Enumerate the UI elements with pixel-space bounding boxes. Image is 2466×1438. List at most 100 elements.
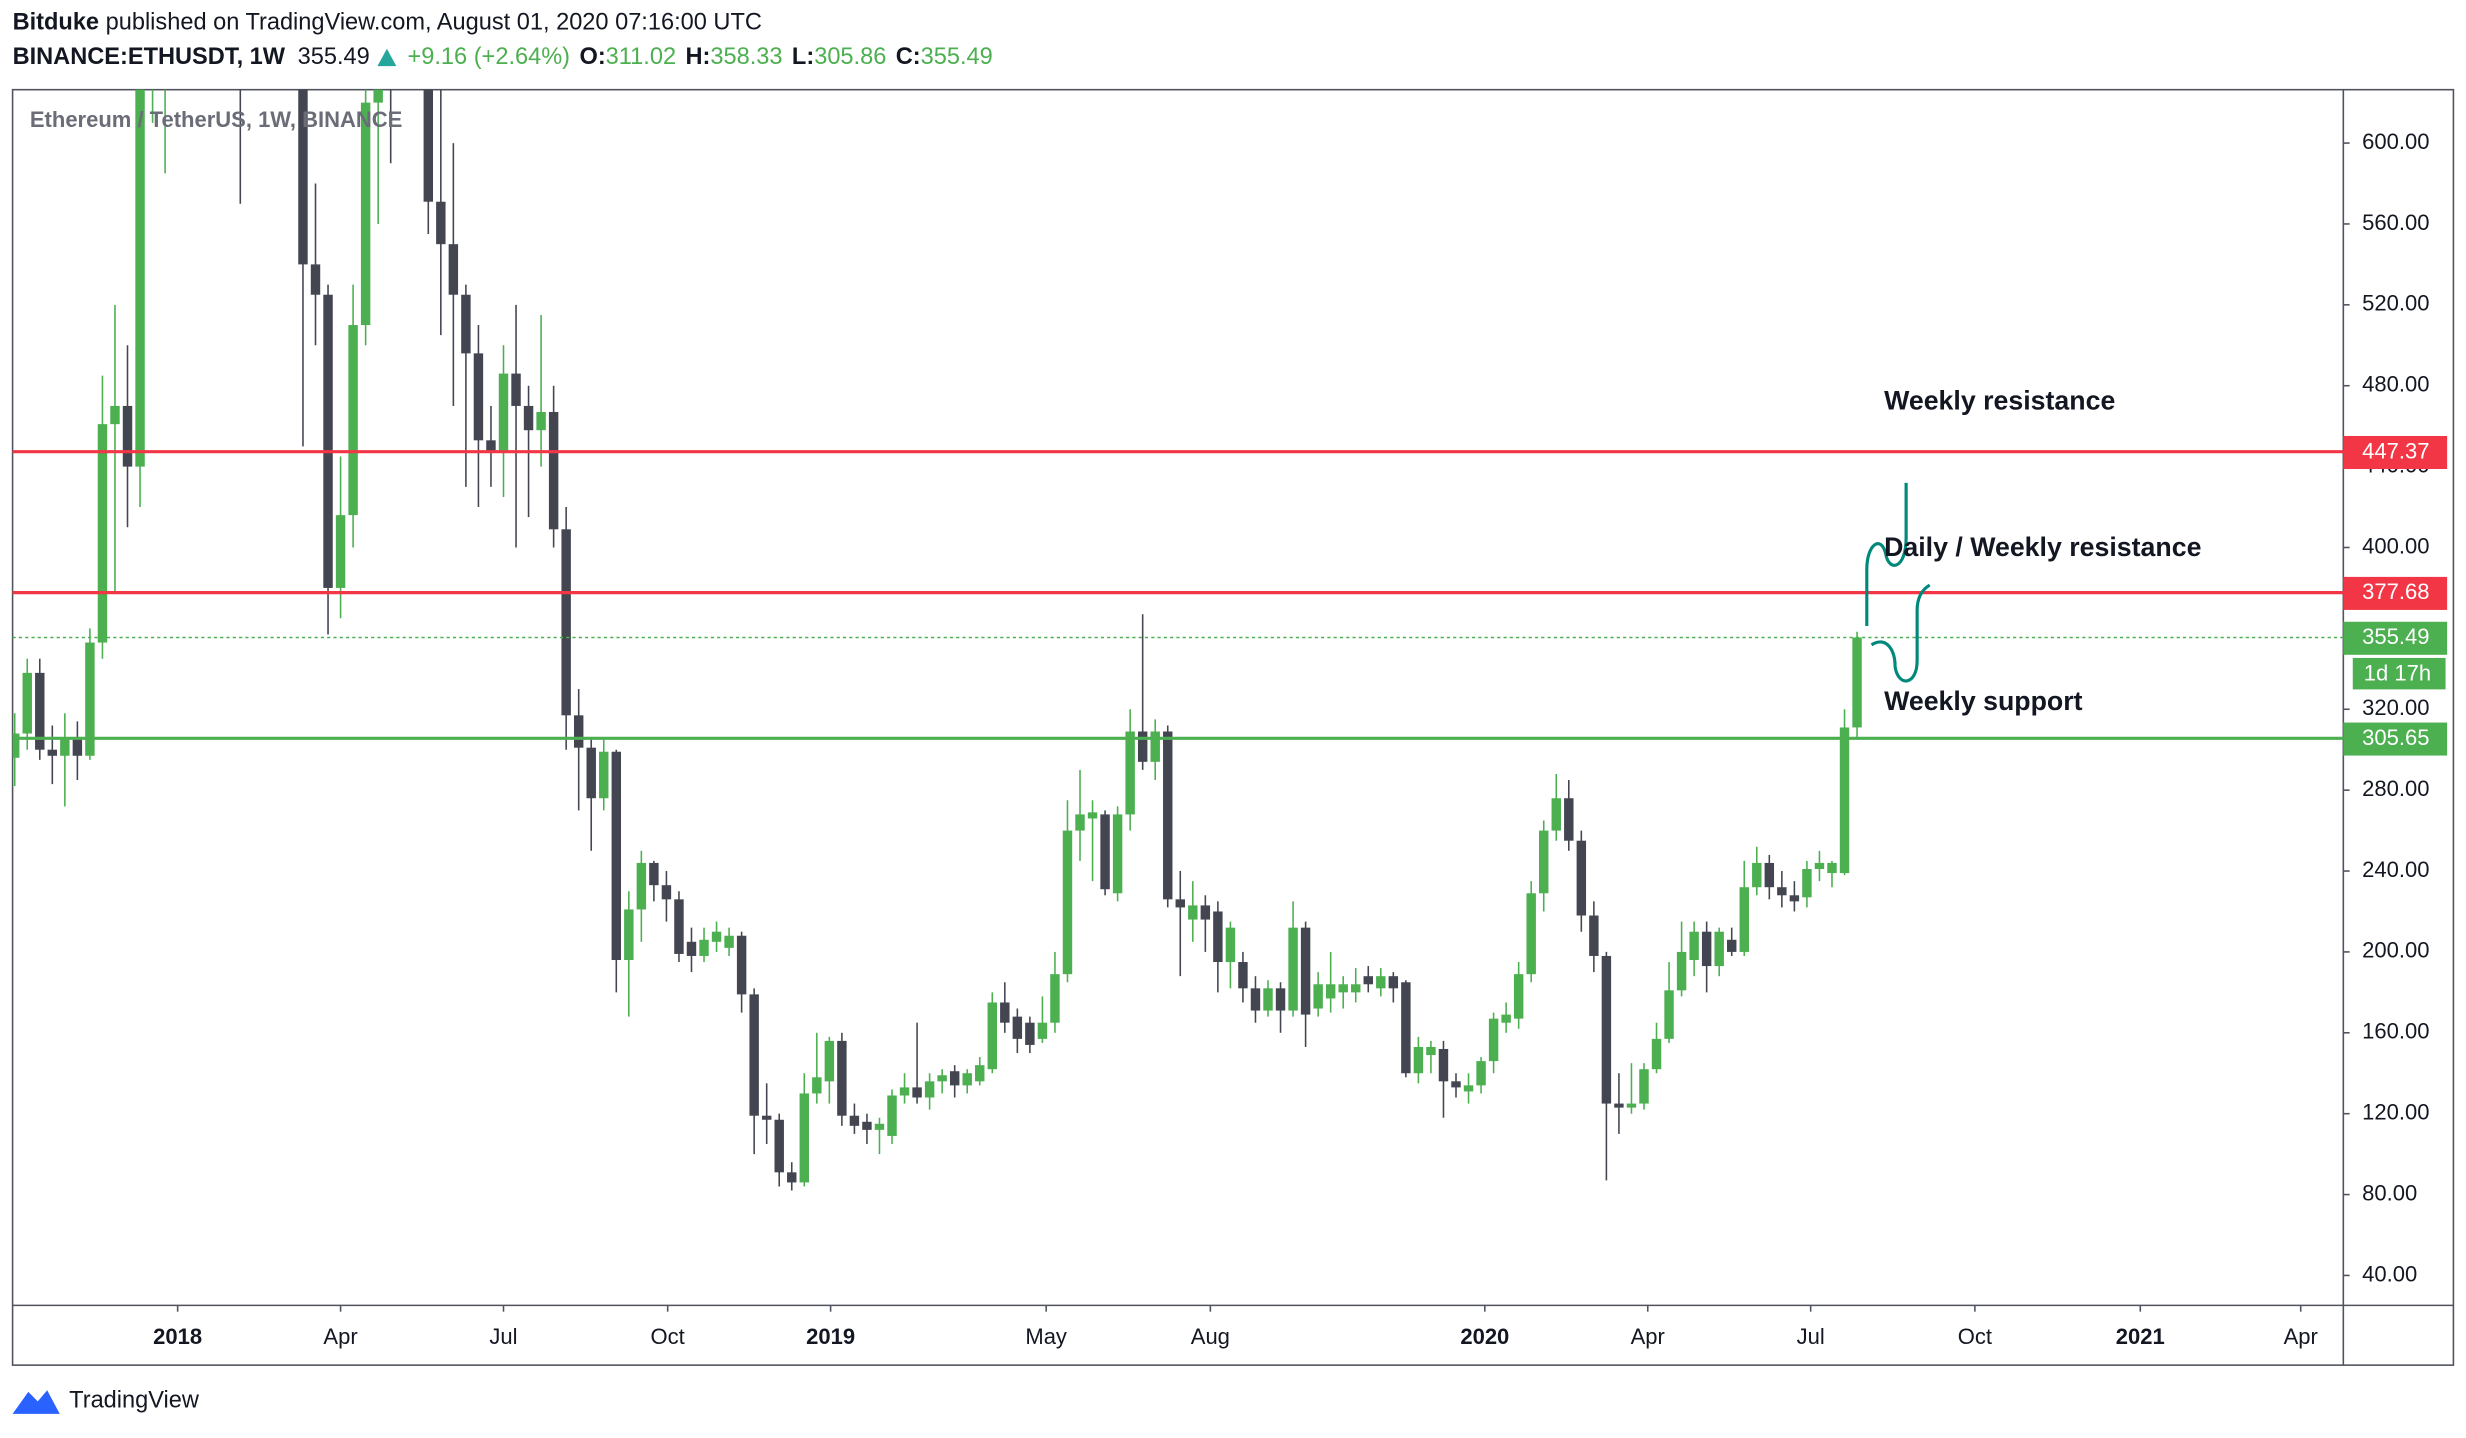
candle-body — [874, 1123, 885, 1130]
candle-body — [624, 909, 634, 961]
y-tick-label: 480.00 — [2362, 372, 2429, 397]
candle-body — [22, 672, 32, 734]
candle-body — [548, 412, 559, 530]
candle-body — [699, 939, 709, 956]
candle-body — [1338, 984, 1348, 993]
candle-body — [1501, 1014, 1511, 1023]
y-tick-label: 400.00 — [2362, 533, 2429, 558]
candle-body — [1701, 931, 1712, 967]
candle-body — [135, 89, 145, 467]
candle-body — [1739, 887, 1749, 952]
candle-body — [1576, 840, 1587, 916]
y-tick-label: 280.00 — [2362, 776, 2429, 801]
candle-body — [649, 862, 659, 886]
annotation: Weekly support — [1884, 686, 2083, 716]
candle-body — [523, 405, 534, 431]
x-tick-label: Jul — [1797, 1324, 1825, 1349]
candle-body — [573, 715, 584, 748]
level-box — [2343, 435, 2448, 470]
candle-body — [1325, 984, 1336, 999]
candle-body — [448, 244, 459, 295]
drawing-arrow — [1865, 482, 1908, 626]
close-label: C: — [896, 43, 921, 69]
last-price-label: 355.49 — [2362, 624, 2429, 649]
x-tick-label: 2019 — [806, 1324, 855, 1349]
up-arrow-icon — [377, 48, 397, 67]
legend-title: Ethereum / TetherUS, 1W, BINANCE — [30, 107, 402, 132]
x-tick-label: Apr — [1631, 1324, 1665, 1349]
candle-body — [110, 405, 120, 425]
candle-body — [12, 733, 20, 758]
candle-body — [987, 1002, 997, 1070]
x-tick-label: 2018 — [153, 1324, 202, 1349]
candle-body — [599, 751, 609, 799]
candle-body — [1137, 731, 1148, 762]
candle-body — [335, 515, 346, 588]
candle-body — [674, 899, 684, 954]
close-value: 355.49 — [921, 43, 993, 69]
footer-brand: TradingView — [69, 1387, 200, 1413]
candle-body — [949, 1071, 960, 1086]
y-tick-label: 520.00 — [2362, 291, 2429, 316]
y-tick-label: 160.00 — [2362, 1019, 2429, 1044]
candle-body — [586, 747, 596, 799]
candle-body — [812, 1077, 822, 1094]
candle-body — [1200, 905, 1211, 920]
candle-body — [862, 1121, 872, 1130]
published: published on TradingView.com, August 01,… — [106, 9, 762, 35]
candle-body — [912, 1087, 922, 1098]
candle-body — [1125, 731, 1135, 815]
x-tick-label: 2020 — [1460, 1324, 1509, 1349]
candle-body — [1802, 869, 1812, 898]
drawing-arrow — [1870, 583, 1931, 683]
candle-body — [461, 294, 471, 354]
candle-body — [1213, 911, 1223, 963]
candle-body — [1000, 1002, 1010, 1023]
low-value: 305.86 — [814, 43, 886, 69]
candle-body — [1238, 962, 1248, 989]
candle-body — [1601, 955, 1612, 1104]
candle-body — [1175, 899, 1185, 908]
y-tick-label: 600.00 — [2362, 129, 2429, 154]
level-label: 447.37 — [2362, 438, 2429, 463]
x-tick-label: Apr — [323, 1324, 357, 1349]
level-label: 305.65 — [2362, 725, 2429, 750]
candle-body — [1438, 1048, 1449, 1082]
candle-body — [1426, 1046, 1436, 1056]
candle-body — [1789, 895, 1800, 902]
candle-body — [749, 994, 759, 1116]
candle-body — [97, 424, 108, 643]
candle-body — [736, 935, 747, 995]
candle-body — [360, 102, 371, 326]
candle-body — [60, 739, 70, 756]
overlay: 40.00 80.00 120.00 160.00 200.00 240.00 280.00… — [12, 129, 2448, 1349]
candle-body — [373, 89, 383, 103]
countdown-label: 1d 17h — [2364, 660, 2431, 685]
logo — [12, 1390, 60, 1414]
candle-body — [1351, 984, 1361, 993]
x-tick-label: Apr — [2284, 1324, 2318, 1349]
x-tick-label: Aug — [1191, 1324, 1230, 1349]
candle-body — [436, 201, 446, 245]
candle-body — [561, 529, 571, 716]
candle-body — [1827, 862, 1837, 874]
candle-body — [1062, 830, 1073, 975]
candle-body — [962, 1073, 972, 1086]
x-tick-label: Oct — [651, 1324, 685, 1349]
candle-body — [975, 1065, 985, 1082]
candle-body — [85, 642, 95, 756]
candle-body — [35, 672, 45, 750]
annotation: Weekly resistance — [1884, 386, 2115, 416]
y-tick-label: 240.00 — [2362, 857, 2429, 882]
candle-body — [1564, 798, 1574, 841]
candle-body — [1626, 1103, 1637, 1108]
candle-body — [1614, 1103, 1624, 1108]
candle-body — [511, 373, 521, 406]
candle-body — [899, 1087, 910, 1096]
high-value: 358.33 — [710, 43, 782, 69]
level-box — [2343, 722, 2448, 756]
candle-body — [1225, 927, 1236, 963]
candle-body — [1025, 1022, 1035, 1045]
candle-body — [498, 373, 509, 451]
candle-body — [661, 885, 672, 900]
